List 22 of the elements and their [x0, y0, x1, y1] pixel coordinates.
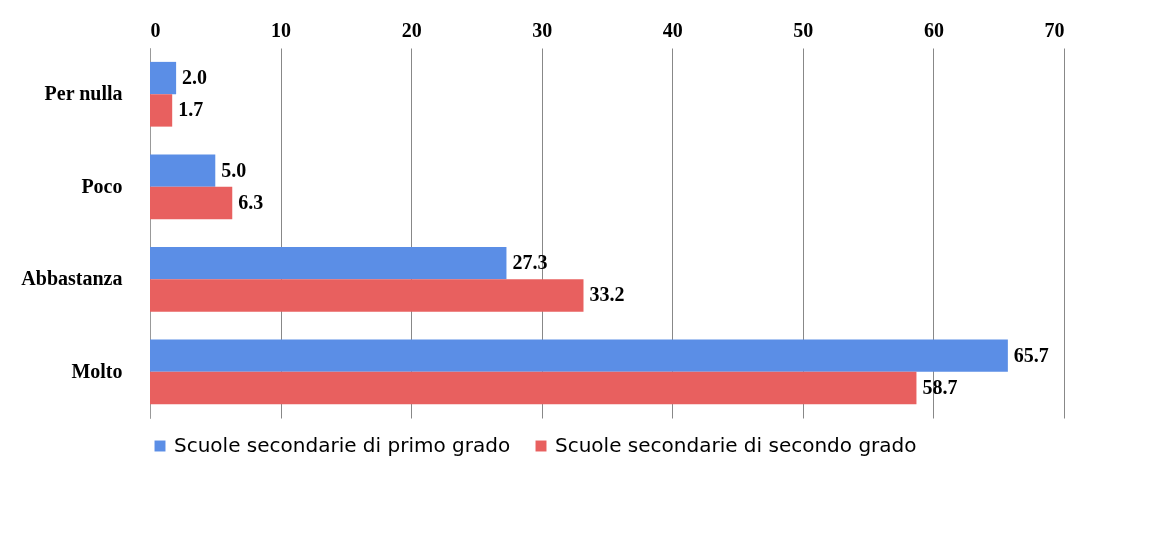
legend-label: Scuole secondarie di primo grado [174, 433, 511, 457]
x-tick-label: 70 [1044, 18, 1065, 41]
data-label: 33.2 [589, 283, 625, 306]
data-label: 2.0 [182, 66, 208, 89]
x-tick-label: 30 [532, 18, 553, 41]
data-label: 5.0 [221, 158, 247, 181]
data-label: 27.3 [512, 251, 548, 274]
data-label: 6.3 [238, 190, 264, 213]
data-label: 65.7 [1013, 343, 1049, 366]
data-label: 1.7 [178, 98, 204, 121]
x-tick-label: 40 [662, 18, 683, 41]
x-tick-label: 60 [923, 18, 944, 41]
legend-label: Scuole secondarie di secondo grado [555, 433, 917, 457]
x-tick-label: 10 [271, 18, 292, 41]
y-tick-label: Poco [81, 174, 123, 197]
y-tick-label: Per nulla [44, 82, 123, 105]
data-label: 58.7 [922, 375, 958, 398]
y-tick-label: Molto [71, 359, 123, 382]
x-tick-label: 20 [401, 18, 422, 41]
x-tick-label: 0 [150, 18, 161, 41]
y-tick-label: Abbastanza [21, 267, 123, 290]
x-tick-label: 50 [793, 18, 814, 41]
